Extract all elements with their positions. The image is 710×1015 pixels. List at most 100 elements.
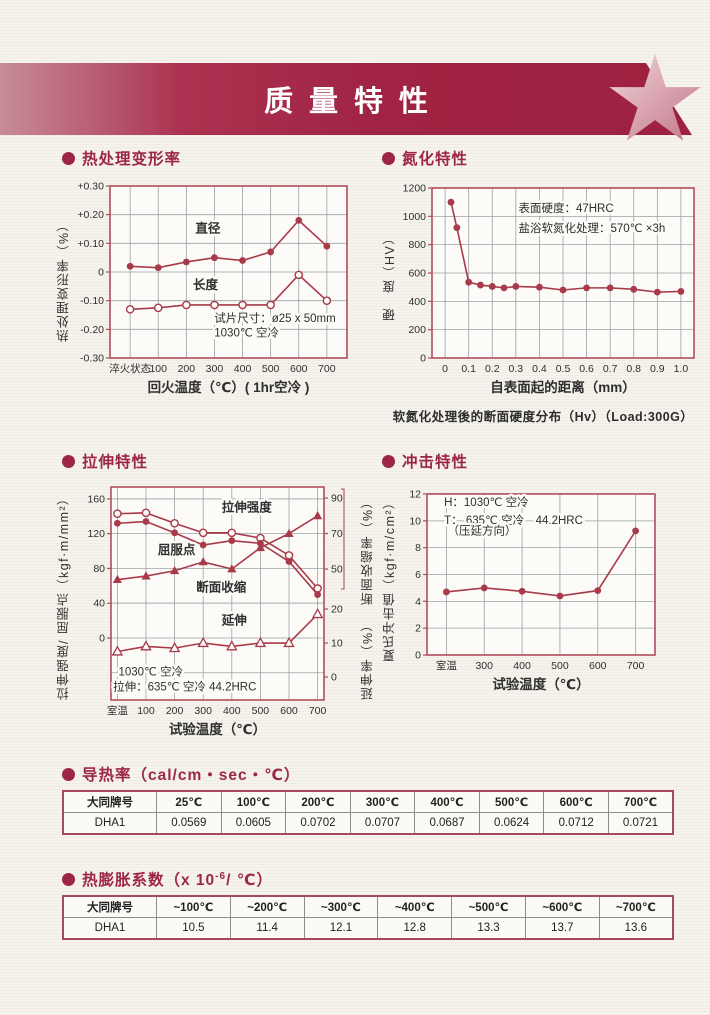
svg-text:10: 10 xyxy=(409,515,421,527)
svg-text:160: 160 xyxy=(87,493,105,505)
table-header-cell: ~600℃ xyxy=(524,895,600,918)
table-header-cell: 大同牌号 xyxy=(62,895,157,918)
svg-text:0.2: 0.2 xyxy=(485,363,500,375)
nitriding-chart-canvas: 1200 1000 800 600 400 200 0 0 0.1 0.2 0.3 0.4 0.5 0.6… xyxy=(403,183,695,395)
table-header-cell: 300℃ xyxy=(349,790,416,813)
svg-text:0.9: 0.9 xyxy=(650,363,665,375)
svg-text:（压延方向）: （压延方向） xyxy=(448,523,517,537)
svg-text:淬火状态: 淬火状态 xyxy=(109,362,151,375)
svg-text:1.0: 1.0 xyxy=(674,363,689,375)
section-header-nitriding: 氮化特性 xyxy=(382,147,468,169)
impact-chart-canvas: 12 10 8 6 4 2 0 室温 300 400 500 600 700 H：1030℃ 空冷 T： 6… xyxy=(409,489,656,692)
svg-text:400: 400 xyxy=(234,363,252,375)
svg-text:100: 100 xyxy=(137,705,155,717)
svg-text:0.3: 0.3 xyxy=(509,363,524,375)
svg-text:表面硬度：47HRC: 表面硬度：47HRC xyxy=(518,201,613,215)
table-header-cell: ~400℃ xyxy=(377,895,453,918)
table-cell: 0.0712 xyxy=(543,812,609,835)
star-icon xyxy=(609,53,701,141)
svg-text:延伸: 延伸 xyxy=(221,612,247,627)
section-header-impact: 冲击特性 xyxy=(382,450,468,472)
table-cell: DHA1 xyxy=(62,812,157,835)
svg-text:300: 300 xyxy=(194,705,212,717)
svg-text:600: 600 xyxy=(290,363,308,375)
svg-text:8: 8 xyxy=(415,542,421,554)
svg-text:100: 100 xyxy=(149,363,167,375)
svg-text:1030℃ 空冷: 1030℃ 空冷 xyxy=(214,326,279,340)
svg-text:拉伸：635℃ 空冷 44.2HRC: 拉伸：635℃ 空冷 44.2HRC xyxy=(113,679,256,693)
svg-text:0.6: 0.6 xyxy=(579,363,594,375)
star-shape xyxy=(609,53,701,141)
title-banner: 质量特性 xyxy=(0,63,692,135)
svg-text:1030℃ 空冷: 1030℃ 空冷 xyxy=(118,665,183,679)
table-cell: 0.0605 xyxy=(220,812,287,835)
expansion-title-exponent: -6 xyxy=(215,870,227,882)
svg-text:0: 0 xyxy=(415,650,421,662)
svg-text:试验温度（℃）: 试验温度（℃） xyxy=(492,676,589,692)
svg-text:2: 2 xyxy=(415,623,421,635)
svg-text:600: 600 xyxy=(280,705,298,717)
page-title: 质量特性 xyxy=(264,86,444,118)
bullet-icon xyxy=(62,151,75,165)
svg-text:0.8: 0.8 xyxy=(626,363,641,375)
svg-text:0: 0 xyxy=(98,267,104,279)
svg-text:800: 800 xyxy=(408,239,426,251)
svg-text:300: 300 xyxy=(475,660,493,672)
svg-text:200: 200 xyxy=(178,363,196,375)
bullet-icon xyxy=(62,872,75,886)
table-cell: 0.0569 xyxy=(156,812,222,835)
table-header-cell: 500℃ xyxy=(478,790,545,813)
nitriding-caption: 软氮化处理後的断面硬度分布（Hv）（Load:300G） xyxy=(392,410,694,424)
section-header-conductivity: 导热率（cal/cm・sec・℃） xyxy=(62,763,300,785)
svg-text:400: 400 xyxy=(513,660,531,672)
svg-text:1000: 1000 xyxy=(403,211,427,223)
svg-text:回火温度（℃）( 1hr空冷 ): 回火温度（℃）( 1hr空冷 ) xyxy=(148,379,310,395)
table-header-cell: 200℃ xyxy=(285,790,351,813)
svg-text:T： 635℃ 空冷 44.2HRC: T： 635℃ 空冷 44.2HRC xyxy=(444,513,583,527)
svg-text:0.1: 0.1 xyxy=(461,363,476,375)
svg-text:200: 200 xyxy=(166,705,184,717)
svg-text:300: 300 xyxy=(206,363,224,375)
table-header-cell: ~100℃ xyxy=(156,895,231,918)
svg-text:700: 700 xyxy=(627,660,645,672)
svg-text:10: 10 xyxy=(331,638,343,650)
impact-chart: 夏氏冲击值（kgf·m/cm²） 12 10 8 6 4 2 0 室温 300 400 500 600… xyxy=(378,478,708,738)
section-title: 导热率（cal/cm・sec・℃） xyxy=(82,767,301,784)
svg-text:-0.30: -0.30 xyxy=(80,353,104,365)
svg-text:12: 12 xyxy=(409,489,421,501)
svg-text:70: 70 xyxy=(331,528,343,540)
svg-text:直径: 直径 xyxy=(195,220,221,235)
deformation-chart: 热处理变形率（%） +0.30 +0.20 +0.10 0 -0.10 -0.20 -0.3… xyxy=(52,176,372,426)
svg-text:+0.10: +0.10 xyxy=(77,238,104,250)
bullet-icon xyxy=(382,454,395,468)
svg-text:室温: 室温 xyxy=(436,659,457,672)
section-title: 热处理变形率 xyxy=(82,151,182,168)
table-header-cell: ~500℃ xyxy=(451,895,526,918)
svg-text:+0.20: +0.20 xyxy=(77,209,104,221)
svg-text:长度: 长度 xyxy=(193,277,219,292)
svg-text:自表面起的距离（mm）: 自表面起的距离（mm） xyxy=(490,379,636,395)
svg-text:0.4: 0.4 xyxy=(532,363,547,375)
svg-text:120: 120 xyxy=(87,528,105,540)
table-cell: DHA1 xyxy=(62,917,157,940)
tensile-right-axis-label-elongation: 延伸率（%） xyxy=(361,617,375,700)
table-header-cell: 400℃ xyxy=(414,790,480,813)
svg-text:0.7: 0.7 xyxy=(603,363,618,375)
section-header-tensile: 拉伸特性 xyxy=(62,450,148,472)
section-title: 氮化特性 xyxy=(402,151,469,168)
svg-text:试片尺寸：ø25 x 50mm: 试片尺寸：ø25 x 50mm xyxy=(214,311,335,325)
svg-text:500: 500 xyxy=(252,705,270,717)
table-cell: 12.1 xyxy=(303,917,379,940)
table-header-cell: ~700℃ xyxy=(598,895,674,918)
svg-text:0: 0 xyxy=(331,671,337,683)
svg-text:600: 600 xyxy=(408,268,426,280)
svg-text:80: 80 xyxy=(93,563,105,575)
svg-text:90: 90 xyxy=(331,493,343,505)
table-header-cell: 100℃ xyxy=(220,790,287,813)
section-title: 拉伸特性 xyxy=(82,454,149,471)
svg-text:200: 200 xyxy=(408,324,426,336)
svg-text:0: 0 xyxy=(420,353,426,365)
svg-text:H：1030℃ 空冷: H：1030℃ 空冷 xyxy=(444,495,528,509)
table-cell: 0.0624 xyxy=(478,812,545,835)
